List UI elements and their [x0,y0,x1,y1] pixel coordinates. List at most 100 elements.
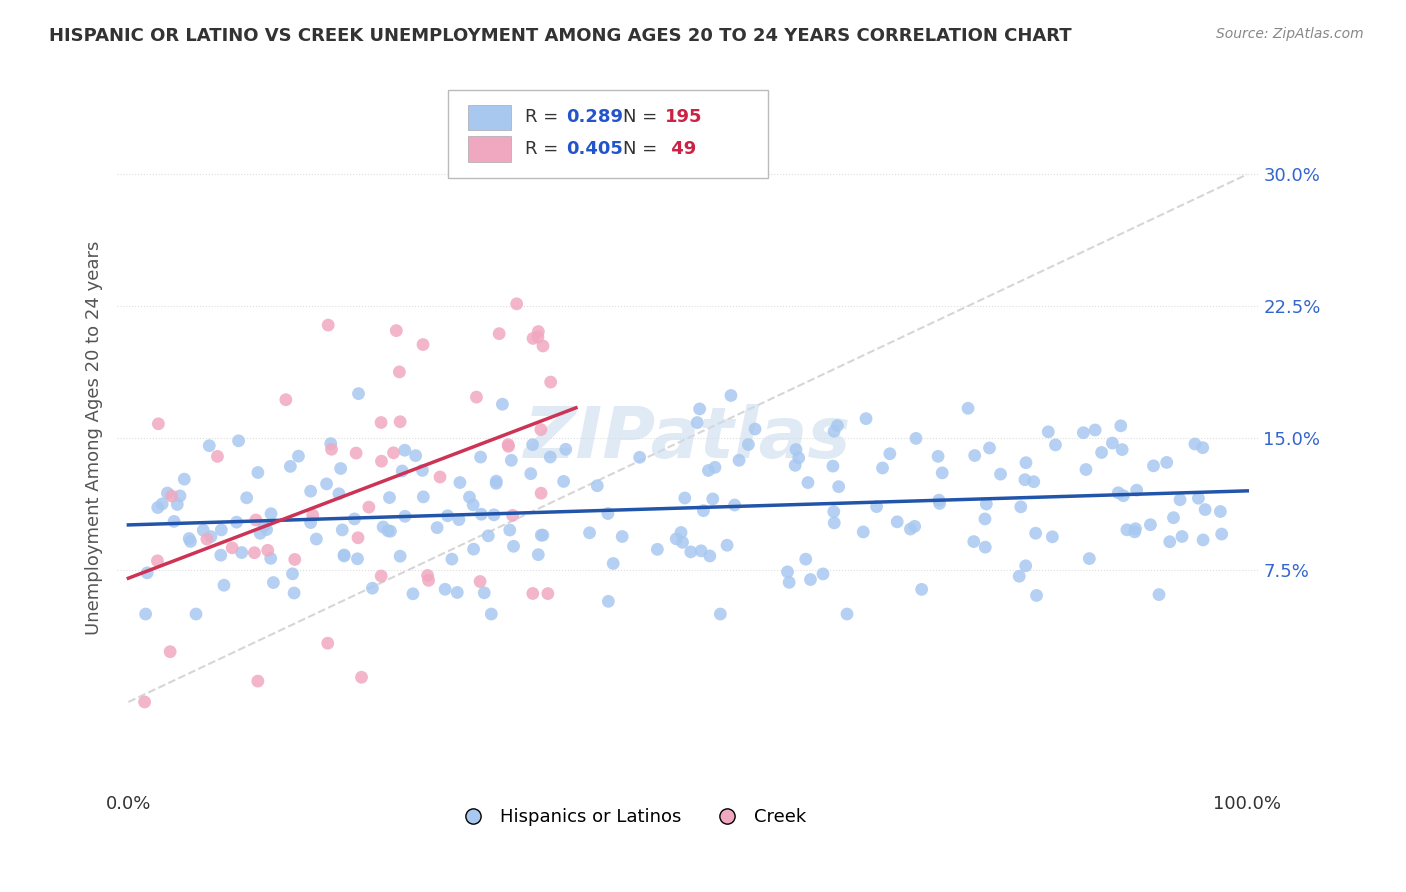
Point [1045,438,1067,452]
Point [928,493,950,508]
Point [150,497,173,511]
Point [382,446,405,460]
Point [136,566,159,580]
Point [1015,558,1038,573]
Point [496,437,519,451]
Point [418,574,440,588]
Point [979,441,1001,455]
Point [974,512,997,526]
Point [669,525,692,540]
Point [1115,523,1137,537]
Y-axis label: Unemployment Among Ages 20 to 24 years: Unemployment Among Ages 20 to 24 years [86,241,103,635]
Point [679,545,702,559]
Point [228,434,250,448]
Point [385,324,408,338]
Point [246,674,269,689]
Point [333,549,356,563]
Point [1008,569,1031,583]
Point [416,568,439,582]
Point [704,460,727,475]
Point [440,552,463,566]
Point [699,549,721,563]
Point [193,523,215,537]
Point [527,548,550,562]
Point [1112,489,1135,503]
Point [963,449,986,463]
Point [1194,502,1216,516]
Point [499,523,522,537]
Point [1139,517,1161,532]
Point [724,498,747,512]
Point [184,607,207,621]
Point [209,523,232,537]
Point [1025,589,1047,603]
Point [1142,458,1164,473]
Point [1014,473,1036,487]
Point [1125,483,1147,498]
Point [957,401,980,416]
Point [198,439,221,453]
Point [207,450,229,464]
Point [1025,526,1047,541]
Point [169,489,191,503]
Point [911,582,934,597]
Point [1163,510,1185,524]
Point [350,670,373,684]
Point [316,318,339,332]
Bar [468,136,510,161]
Point [262,575,284,590]
Point [468,574,491,589]
Point [402,587,425,601]
Point [827,418,849,433]
Point [299,484,322,499]
Point [274,392,297,407]
Point [389,549,412,564]
Point [502,508,524,523]
Text: N =: N = [623,108,662,127]
Point [246,466,269,480]
Point [160,489,183,503]
Point [159,645,181,659]
Point [260,507,283,521]
Point [371,520,394,534]
Point [301,508,323,523]
Text: 0.289: 0.289 [565,108,623,127]
Point [522,438,544,452]
Point [928,496,950,510]
Point [531,528,554,542]
Point [501,453,523,467]
Point [463,542,485,557]
Point [1074,462,1097,476]
Point [482,508,505,522]
Point [472,586,495,600]
Point [799,573,821,587]
Point [904,431,927,445]
Point [498,439,520,453]
Point [665,532,688,546]
Point [328,487,350,501]
Point [728,453,751,467]
Point [243,546,266,560]
Point [321,442,343,457]
Point [458,490,481,504]
Point [166,498,188,512]
Point [827,480,849,494]
Point [299,516,322,530]
Point [319,436,342,450]
Point [245,513,267,527]
Point [287,449,309,463]
Point [485,476,508,491]
Point [628,450,651,465]
Point [778,575,800,590]
Point [256,523,278,537]
Point [1040,530,1063,544]
Text: N =: N = [623,140,662,158]
FancyBboxPatch shape [449,90,768,178]
Point [686,416,709,430]
Point [720,388,742,402]
Point [821,459,844,474]
Point [405,449,427,463]
Point [412,490,434,504]
Point [179,534,201,549]
Point [389,415,412,429]
